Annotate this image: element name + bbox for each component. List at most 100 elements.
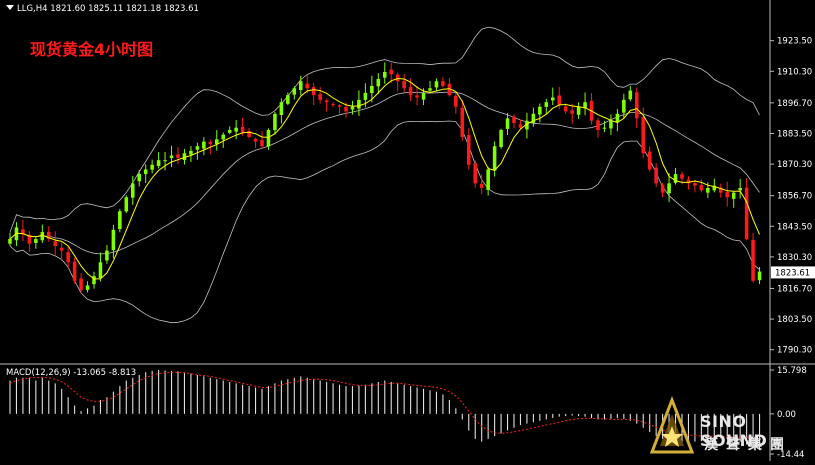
candle-body [247, 130, 251, 137]
price-tick-label: 1856.70 [777, 192, 812, 202]
candle-body [189, 150, 193, 155]
dropdown-triangle-icon[interactable] [6, 5, 14, 10]
price-tick-label: 1843.50 [777, 222, 812, 232]
candle-body [156, 160, 161, 167]
candle-body [305, 83, 310, 89]
candle-body [21, 229, 25, 235]
candle-body [415, 95, 419, 98]
candle-body [421, 92, 426, 100]
candle-body [292, 88, 297, 95]
candle-body [66, 252, 70, 263]
candle-body [34, 239, 38, 243]
candle-body [382, 72, 387, 78]
candle-body [137, 174, 142, 182]
macd-tick-label: 15.798 [777, 366, 807, 376]
candle-body [667, 183, 671, 194]
candle-body [318, 94, 322, 100]
candle-body [499, 130, 503, 148]
macd-tick-label: -14.44 [777, 450, 804, 460]
candle-body [731, 192, 736, 199]
candle-body [518, 124, 523, 128]
candle-body [124, 197, 129, 212]
candle-body [273, 113, 277, 131]
candle-body [8, 239, 12, 244]
candle-body [72, 261, 77, 281]
candle-body [376, 78, 381, 87]
candle-body [576, 106, 581, 115]
candle-body [544, 102, 549, 107]
candle-body [434, 81, 439, 88]
candle-body [550, 97, 555, 101]
bollinger-bands [9, 26, 760, 324]
logo-brand-name: SINO SOUND [700, 412, 768, 450]
candle-body [227, 130, 232, 133]
candle-body [492, 146, 497, 171]
candle-body [240, 126, 245, 133]
candle-body [260, 140, 264, 147]
candle-body [718, 187, 723, 193]
candle-body [563, 106, 568, 112]
candle-body [680, 174, 684, 179]
candle-body [460, 108, 465, 137]
candle-body [208, 141, 213, 144]
candle-body [757, 271, 762, 281]
candle-body [454, 95, 458, 107]
candle-body [46, 231, 51, 240]
candle-body [738, 188, 742, 191]
candle-body [512, 116, 516, 124]
candle-body [253, 138, 258, 142]
candle-body [596, 120, 600, 130]
candle-body [686, 179, 691, 184]
candle-body [673, 174, 678, 183]
candle-body [660, 184, 665, 193]
candle-body [428, 88, 432, 91]
candle-body [706, 188, 710, 193]
candle-body [53, 241, 58, 246]
candle-body [98, 262, 103, 279]
candle-body [395, 74, 400, 82]
price-tick-label: 1883.50 [777, 129, 812, 139]
candle-body [176, 154, 180, 158]
candle-body [344, 107, 348, 112]
candle-body [363, 92, 368, 100]
candle-body [40, 232, 45, 241]
current-price-box [771, 266, 815, 279]
candles [8, 62, 762, 294]
current-price-label: 1823.61 [775, 268, 810, 278]
candle-body [324, 100, 329, 103]
price-tick-label: 1896.70 [777, 99, 812, 109]
candle-body [105, 250, 109, 261]
candle-body [370, 85, 374, 94]
candle-body [622, 99, 626, 113]
candle-body [182, 153, 187, 161]
macd-signal-line [9, 371, 760, 439]
candle-body [79, 278, 83, 291]
candle-body [150, 164, 154, 170]
moving-average-line [9, 77, 760, 280]
candle-body [570, 110, 574, 114]
candle-body [693, 183, 697, 186]
candle-body [744, 187, 749, 240]
candle-body [202, 141, 206, 149]
candle-body [486, 169, 490, 190]
candle-body [357, 99, 361, 109]
price-tick-label: 1910.30 [777, 67, 812, 77]
candle-body [214, 139, 219, 145]
candle-body [337, 105, 342, 107]
macd-panel [9, 369, 761, 451]
candle-body [441, 81, 445, 86]
price-tick-label: 1816.70 [777, 284, 812, 294]
price-axis: 1923.50 1910.30 1896.70 1883.50 1870.30 1856.… [770, 37, 815, 356]
candle-body [505, 118, 510, 129]
candle-body [130, 183, 135, 198]
candle-body [557, 95, 562, 105]
macd-axis: 15.798 0.00 -14.44 [770, 366, 807, 460]
candle-body [389, 69, 394, 75]
candle-body [466, 135, 471, 165]
candle-body [92, 276, 96, 285]
candle-body [628, 90, 633, 100]
candle-body [712, 185, 717, 191]
candle-body [27, 234, 32, 244]
